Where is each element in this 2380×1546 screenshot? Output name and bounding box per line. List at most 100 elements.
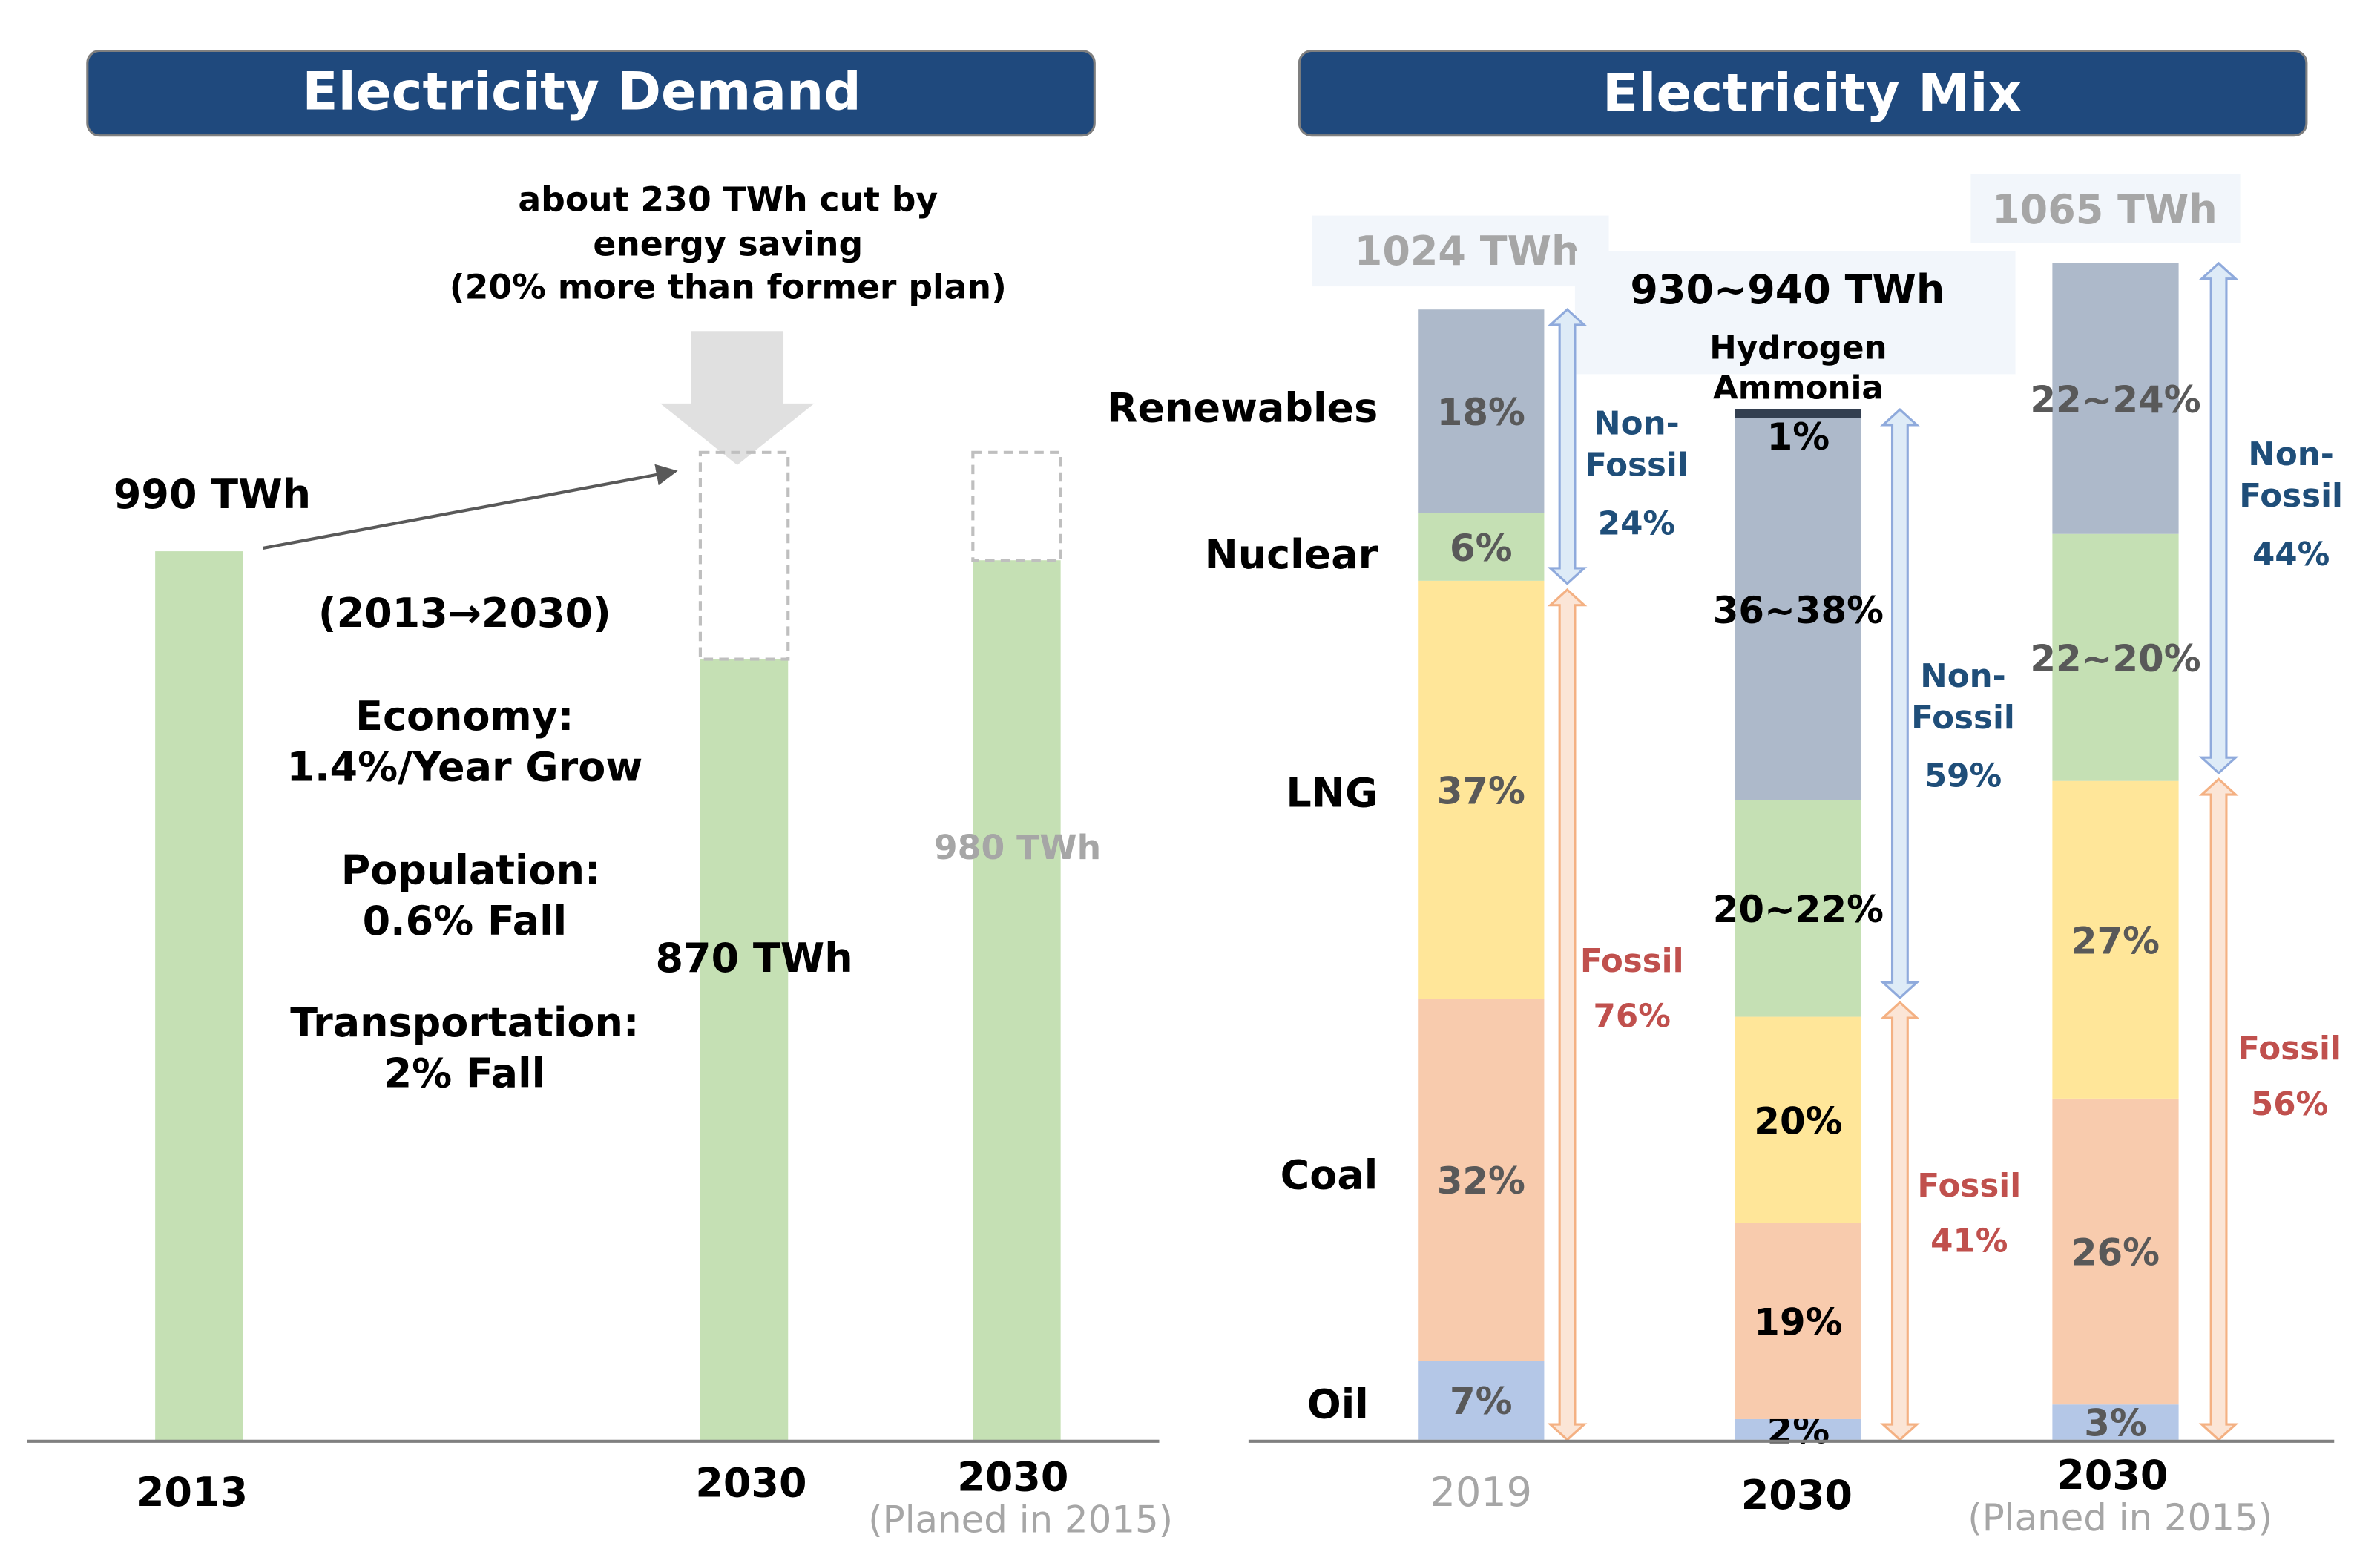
fossil-label-0-0: Fossil — [1580, 943, 1684, 980]
mix-segment-label-2-4: 22~24% — [2030, 378, 2200, 421]
total-box-2019 — [1311, 215, 1609, 287]
transportation-label: Transportation: — [290, 999, 639, 1046]
legend-nuclear: Nuclear — [1205, 531, 1378, 578]
mix-segment-0-nuclear — [1418, 513, 1545, 581]
mix-segment-label-1-1: 19% — [1754, 1301, 1842, 1344]
demand-header — [86, 49, 1096, 137]
ammonia-label: Ammonia — [1713, 370, 1884, 407]
mix-category-2019: 2019 — [1430, 1469, 1532, 1516]
demand-bar-dashed-ext-2 — [971, 450, 1062, 562]
demand-bar-1 — [700, 659, 789, 1441]
mix-segment-1-hydrogen-ammonia — [1735, 409, 1862, 418]
total-label-2030-plan: 1065 TWh — [1992, 186, 2218, 233]
mix-segment-label-0-0: 7% — [1450, 1380, 1513, 1423]
fossil-label-2-1: 56% — [2251, 1086, 2328, 1123]
mix-segment-0-oil — [1418, 1361, 1545, 1440]
mix-segment-label-2-3: 22~20% — [2030, 637, 2200, 680]
fossil-bracket-0 — [1547, 588, 1588, 1441]
mix-segment-1-lng — [1735, 1016, 1862, 1223]
demand-bar-2 — [973, 560, 1061, 1441]
non-fossil-label-2-0: Non- — [2248, 436, 2334, 473]
economy-label: Economy: — [355, 693, 573, 740]
population-value: 0.6% Fall — [363, 898, 568, 944]
non-fossil-label-1-1: Fossil — [1911, 700, 2015, 737]
demand-category-2013: 2013 — [137, 1469, 248, 1516]
mix-segment-1-nuclear — [1735, 800, 1862, 1017]
non-fossil-label-0-2: 24% — [1598, 505, 1675, 542]
non-fossil-label-0-0: Non- — [1594, 405, 1680, 442]
total-label-2019: 1024 TWh — [1355, 228, 1580, 274]
mix-segment-0-coal — [1418, 999, 1545, 1361]
mix-segment-label-1-2: 20% — [1754, 1099, 1842, 1142]
non-fossil-bracket-0 — [1547, 308, 1588, 585]
mix-segment-2-nuclear — [2052, 533, 2179, 781]
mix-segment-label-2-1: 26% — [2071, 1231, 2160, 1274]
mix-segment-2-lng — [2052, 780, 2179, 1099]
demand-category-note: (Planed in 2015) — [868, 1498, 1173, 1541]
non-fossil-label-2-2: 44% — [2252, 536, 2330, 573]
mix-segment-label-0-2: 37% — [1437, 769, 1525, 812]
mix-segment-label-1-4: 36~38% — [1713, 589, 1884, 632]
mix-segment-1-renewables — [1735, 418, 1862, 800]
mix-segment-label-2-2: 27% — [2071, 919, 2160, 962]
fossil-label-1-1: 41% — [1930, 1223, 2008, 1260]
mix-segment-2-renewables — [2052, 263, 2179, 534]
legend-lng: LNG — [1286, 770, 1378, 817]
demand-value-label-2013: 990 TWh — [114, 471, 311, 518]
mix-category-2030-plan: 2030 — [2057, 1452, 2168, 1499]
mix-segment-0-renewables — [1418, 309, 1545, 513]
non-fossil-bracket-2 — [2198, 261, 2239, 775]
mix-segment-label-0-1: 32% — [1437, 1160, 1525, 1203]
mix-segment-1-oil — [1735, 1418, 1862, 1440]
mix-segment-label-0-4: 18% — [1437, 391, 1525, 434]
transportation-value: 2% Fall — [384, 1050, 545, 1096]
fossil-bracket-2 — [2198, 777, 2239, 1441]
mix-segment-label-1-3: 20~22% — [1713, 888, 1884, 931]
total-box-2030-plan — [1970, 174, 2241, 243]
non-fossil-label-2-1: Fossil — [2239, 478, 2343, 515]
fossil-label-0-1: 76% — [1594, 998, 1671, 1035]
demand-panel: Electricity Demand about 230 TWh cut by … — [27, 49, 1173, 1541]
energy-saving-down-arrow — [660, 331, 815, 465]
mix-segment-label-1-5: 1% — [1767, 415, 1830, 458]
economy-value: 1.4%/Year Grow — [287, 743, 643, 790]
demand-bars — [155, 450, 1062, 1441]
legend-coal: Coal — [1281, 1151, 1378, 1198]
demand-bar-dashed-ext-1 — [698, 450, 790, 661]
mix-segment-2-coal — [2052, 1098, 2179, 1405]
mix-category-note: (Planed in 2015) — [1968, 1496, 2272, 1539]
mix-header — [1298, 49, 2308, 137]
fossil-label-1-0: Fossil — [1917, 1168, 2021, 1205]
demand-category-2030: 2030 — [695, 1460, 806, 1507]
fossil-label-2-0: Fossil — [2238, 1030, 2341, 1068]
population-label: Population: — [341, 846, 601, 893]
cut-text-line-3: (20% more than former plan) — [450, 268, 1007, 307]
mix-segment-label-2-0: 3% — [2084, 1402, 2147, 1445]
period-label: (2013→2030) — [318, 590, 611, 637]
mix-panel: Electricity Mix 1024 TWh 930~940 TWh 106… — [1107, 49, 2343, 1539]
total-box-2030 — [1574, 251, 2016, 375]
non-fossil-bracket-1 — [1880, 408, 1920, 1000]
demand-title: Electricity Demand — [302, 60, 861, 122]
mix-title: Electricity Mix — [1602, 62, 2022, 123]
mix-bars: 7%32%37%6%18%2%19%20%20~22%36~38%1%3%26%… — [1418, 263, 2201, 1453]
mix-brackets: Non- Fossil 24% Fossil 76% Non- Fossil 59% Fossi… — [1547, 261, 2343, 1441]
demand-value-label-2030-plan: 980 TWh — [934, 828, 1101, 867]
legend-renewables: Renewables — [1107, 385, 1378, 432]
cut-text-line-2: energy saving — [593, 225, 863, 264]
mix-category-2030: 2030 — [1741, 1472, 1853, 1519]
hydrogen-label: Hydrogen — [1709, 330, 1887, 367]
mix-segment-label-0-3: 6% — [1450, 527, 1513, 570]
non-fossil-label-1-2: 59% — [1924, 758, 2002, 795]
growth-arrow — [263, 464, 678, 550]
mix-segment-2-oil — [2052, 1404, 2179, 1440]
mix-segment-0-lng — [1418, 580, 1545, 999]
legend-oil: Oil — [1307, 1381, 1369, 1428]
fossil-bracket-1 — [1880, 1001, 1920, 1441]
demand-category-2030-plan: 2030 — [957, 1453, 1068, 1500]
demand-bar-0 — [155, 551, 243, 1441]
demand-value-label-2030: 870 TWh — [656, 935, 853, 981]
cut-text-line-1: about 230 TWh cut by — [518, 180, 938, 219]
non-fossil-label-0-1: Fossil — [1585, 447, 1689, 484]
